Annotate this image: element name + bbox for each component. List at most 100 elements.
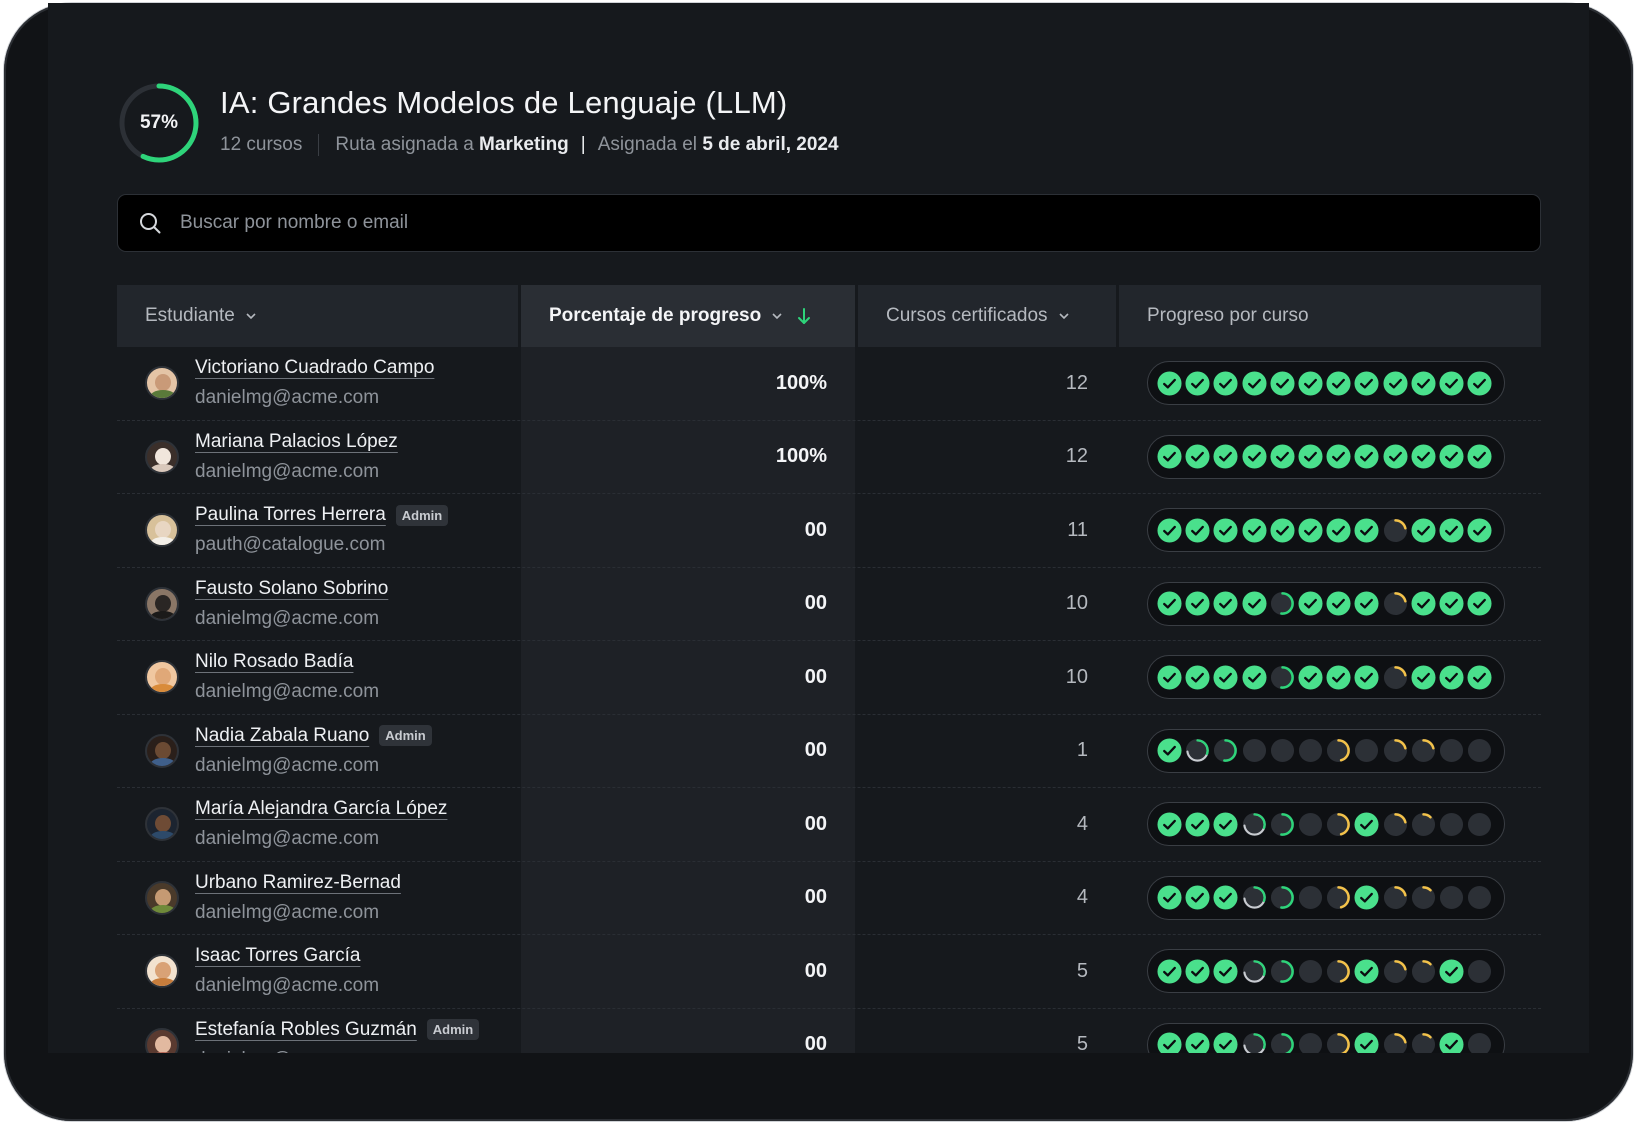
course-completed-icon xyxy=(1157,665,1182,690)
course-completed-icon xyxy=(1326,444,1351,469)
search-input[interactable] xyxy=(180,212,1540,234)
course-started-icon xyxy=(1327,812,1351,836)
table-row[interactable]: Estefanía Robles Guzmán Admin danielmg@acm… xyxy=(117,1009,1541,1053)
table-row[interactable]: Paulina Torres Herrera Admin pauth@catalog… xyxy=(117,494,1541,568)
student-cell: Paulina Torres Herrera Admin pauth@catalog… xyxy=(117,494,518,567)
course-not-started-icon xyxy=(1468,1033,1492,1053)
course-completed-icon xyxy=(1439,444,1464,469)
student-name-link[interactable]: Urbano Ramirez-Bernad xyxy=(195,871,401,893)
certified-count: 4 xyxy=(1076,812,1088,835)
student-name-link[interactable]: Paulina Torres Herrera xyxy=(195,504,386,526)
screen: 57% IA: Grandes Modelos de Lenguaje (LLM… xyxy=(48,3,1589,1053)
table-row[interactable]: Urbano Ramirez-Bernad danielmg@acme.com 00… xyxy=(117,862,1541,935)
progress-ring-label: 57% xyxy=(139,112,179,133)
per-course-cell xyxy=(1119,788,1541,861)
course-not-started-icon xyxy=(1298,812,1322,836)
course-not-started-icon xyxy=(1298,959,1322,983)
student-email: pauth@catalogue.com xyxy=(195,534,386,556)
course-completed-icon xyxy=(1242,665,1267,690)
table-row[interactable]: Nadia Zabala Ruano Admin danielmg@acme.com… xyxy=(117,715,1541,788)
course-completed-icon xyxy=(1213,371,1238,396)
course-completed-icon xyxy=(1213,518,1238,543)
student-email: danielmg@acme.com xyxy=(195,1049,479,1053)
course-started-icon xyxy=(1327,1033,1351,1053)
table-row[interactable]: María Alejandra García López danielmg@acm… xyxy=(117,788,1541,862)
avatar xyxy=(145,366,179,401)
student-name-link[interactable]: Estefanía Robles Guzmán xyxy=(195,1018,417,1040)
course-completed-icon xyxy=(1213,444,1238,469)
course-not-started-icon xyxy=(1298,886,1322,910)
certified-count: 5 xyxy=(1076,959,1088,982)
search-icon xyxy=(140,213,161,234)
course-in-progress-icon xyxy=(1186,739,1210,763)
course-completed-icon xyxy=(1411,371,1436,396)
course-completed-icon xyxy=(1411,444,1436,469)
course-not-started-icon xyxy=(1298,1033,1322,1053)
course-completed-icon xyxy=(1439,665,1464,690)
student-name-link[interactable]: Fausto Solano Sobrino xyxy=(195,577,389,599)
student-cell: María Alejandra García López danielmg@acm… xyxy=(117,788,518,861)
progress-percentage: 00 xyxy=(804,959,827,982)
course-not-started-icon xyxy=(1468,886,1492,910)
certified-count: 10 xyxy=(1065,665,1088,688)
student-name-link[interactable]: Victoriano Cuadrado Campo xyxy=(195,357,435,379)
table-row[interactable]: Isaac Torres García danielmg@acme.com 00 5 xyxy=(117,935,1541,1009)
course-completed-icon xyxy=(1185,371,1210,396)
course-started-icon xyxy=(1383,665,1407,689)
course-completed-icon xyxy=(1354,1032,1379,1053)
students-table: Estudiante Porcentaje de progreso Cursos… xyxy=(117,285,1541,1053)
search-bar xyxy=(117,194,1541,252)
course-in-progress-icon xyxy=(1242,812,1266,836)
course-completed-icon xyxy=(1326,518,1351,543)
course-completed-icon xyxy=(1439,371,1464,396)
course-completed-icon xyxy=(1326,371,1351,396)
course-started-icon xyxy=(1411,886,1435,910)
course-completed-icon xyxy=(1213,1032,1238,1053)
tablet-frame: 57% IA: Grandes Modelos de Lenguaje (LLM… xyxy=(4,3,1633,1121)
table-row[interactable]: Mariana Palacios López danielmg@acme.com 1… xyxy=(117,421,1541,494)
course-completed-icon xyxy=(1157,738,1182,763)
course-started-icon xyxy=(1383,886,1407,910)
course-started-icon xyxy=(1327,739,1351,763)
course-completed-icon xyxy=(1354,665,1379,690)
assigned-route-team: Marketing xyxy=(479,134,569,155)
column-header-label: Estudiante xyxy=(145,305,235,326)
student-name-link[interactable]: Nadia Zabala Ruano xyxy=(195,724,370,746)
course-completed-icon xyxy=(1185,665,1210,690)
course-completed-icon xyxy=(1354,518,1379,543)
admin-badge: Admin xyxy=(426,1019,480,1041)
course-completed-icon xyxy=(1439,1032,1464,1053)
course-completed-icon xyxy=(1467,591,1492,616)
student-name-link[interactable]: María Alejandra García López xyxy=(195,798,448,820)
table-row[interactable]: Nilo Rosado Badía danielmg@acme.com 00 10 xyxy=(117,641,1541,715)
course-completed-icon xyxy=(1157,959,1182,984)
student-name-link[interactable]: Isaac Torres García xyxy=(195,945,361,967)
course-completed-icon xyxy=(1157,518,1182,543)
progress-percentage: 00 xyxy=(804,886,827,909)
certified-count: 1 xyxy=(1076,739,1088,762)
course-completed-icon xyxy=(1242,518,1267,543)
course-completed-icon xyxy=(1298,591,1323,616)
course-in-progress-icon xyxy=(1242,959,1266,983)
progress-percentage: 100% xyxy=(775,445,827,468)
column-header-certified[interactable]: Cursos certificados xyxy=(858,285,1116,347)
student-email: danielmg@acme.com xyxy=(195,460,380,482)
table-row[interactable]: Fausto Solano Sobrino danielmg@acme.com 00… xyxy=(117,568,1541,641)
course-in-progress-icon xyxy=(1270,665,1294,689)
course-completed-icon xyxy=(1213,665,1238,690)
course-started-icon xyxy=(1411,739,1435,763)
table-row[interactable]: Victoriano Cuadrado Campo danielmg@acme.c… xyxy=(117,347,1541,421)
student-name-link[interactable]: Nilo Rosado Badía xyxy=(195,651,354,673)
sort-descending-icon[interactable] xyxy=(795,306,813,326)
course-completed-icon xyxy=(1242,444,1267,469)
column-header-student[interactable]: Estudiante xyxy=(117,285,518,347)
course-in-progress-icon xyxy=(1242,1033,1266,1053)
path-meta: 12 cursos Ruta asignada a Marketing | As… xyxy=(220,134,839,156)
course-completed-icon xyxy=(1185,444,1210,469)
course-progress-strip xyxy=(1147,434,1505,479)
course-completed-icon xyxy=(1467,518,1492,543)
course-completed-icon xyxy=(1213,959,1238,984)
course-completed-icon xyxy=(1467,444,1492,469)
column-header-progress[interactable]: Porcentaje de progreso xyxy=(521,285,855,347)
student-name-link[interactable]: Mariana Palacios López xyxy=(195,430,398,452)
